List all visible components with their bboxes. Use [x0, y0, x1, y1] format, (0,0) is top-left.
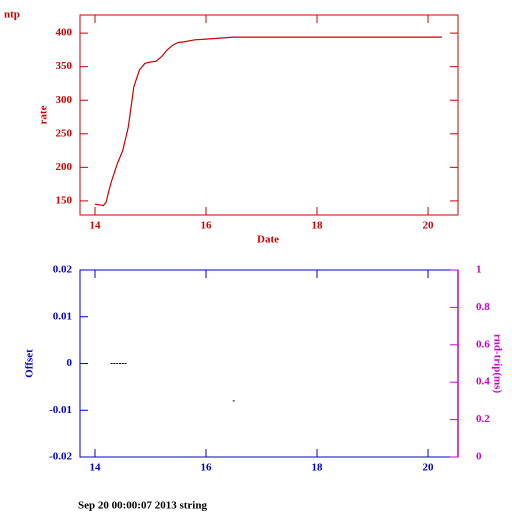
data-point — [110, 363, 113, 364]
x-tick-label: 14 — [89, 220, 101, 232]
y2-tick-label: 0.4 — [476, 376, 490, 388]
x-tick-label: 18 — [312, 462, 324, 474]
y2-tick-label: 0.2 — [476, 413, 490, 425]
x-tick-label: 18 — [312, 220, 324, 232]
plot-frame — [79, 14, 459, 216]
y-tick-label: -0.01 — [49, 404, 72, 416]
y-axis-label: rate — [38, 105, 50, 124]
y-tick-label: 200 — [56, 161, 73, 173]
footer: Sep 20 00:00:07 2013 string — [78, 500, 207, 512]
x-tick-label: 16 — [201, 462, 213, 474]
x-tick-label: 20 — [423, 462, 435, 474]
y2-tick-label: 0.8 — [476, 301, 490, 313]
data-point — [116, 363, 119, 364]
y2-tick-label: 1 — [476, 264, 482, 276]
x-tick-label: 14 — [89, 462, 101, 474]
y-tick-label: 300 — [56, 94, 73, 106]
y-tick-label: -0.02 — [49, 451, 72, 463]
data-point — [232, 400, 235, 402]
x-tick-label: 16 — [201, 220, 213, 232]
data-line — [94, 36, 442, 207]
y2-tick-label: 0.6 — [476, 338, 490, 350]
y-tick-label: 250 — [56, 127, 73, 139]
y-tick-label: 150 — [56, 194, 73, 206]
y-tick-label: 350 — [56, 60, 73, 72]
y-tick-label: 0.01 — [53, 310, 72, 322]
y-tick-label: 0 — [67, 357, 73, 369]
data-point — [121, 363, 124, 364]
plot-frame — [79, 269, 459, 458]
data-point — [124, 363, 127, 364]
x-tick-label: 20 — [423, 220, 435, 232]
y-tick-label: 400 — [56, 27, 73, 39]
chart-title: ntp — [4, 9, 20, 21]
y2-axis-label: rnd-trip(ms) — [491, 334, 503, 394]
y-axis-label: Offset — [24, 349, 36, 378]
data-point — [118, 363, 121, 364]
y2-tick-label: 0 — [476, 451, 482, 463]
y-tick-label: 0.02 — [53, 264, 73, 276]
x-axis-label: Date — [257, 234, 279, 246]
data-point — [113, 363, 116, 364]
